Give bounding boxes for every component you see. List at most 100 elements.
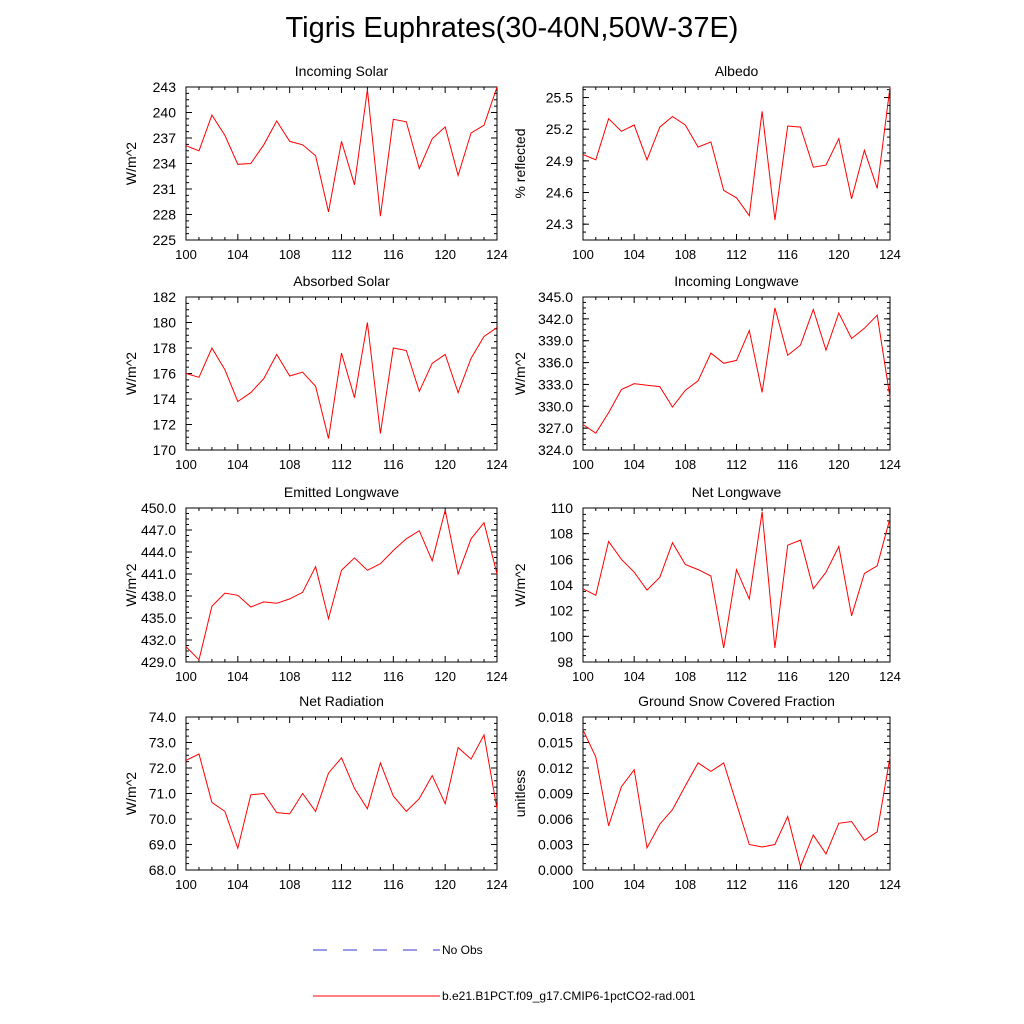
x-tick-label: 108: [279, 877, 301, 892]
y-axis-label: W/m^2: [123, 352, 139, 395]
x-tick-label: 120: [828, 669, 850, 684]
x-tick-label: 108: [674, 877, 696, 892]
y-tick-label: 330.0: [538, 398, 573, 414]
y-tick-label: 72.0: [149, 760, 176, 776]
y-tick-label: 447.0: [141, 522, 176, 538]
x-tick-label: 108: [674, 457, 696, 472]
y-tick-label: 438.0: [141, 588, 176, 604]
chart-panel: 100 104 108 112 116 120 124 0.000 0.003 0.006 0.00…: [512, 693, 901, 892]
y-tick-label: 450.0: [141, 500, 176, 516]
x-tick-label: 120: [434, 669, 456, 684]
y-tick-label: 327.0: [538, 420, 573, 436]
y-tick-label: 243: [153, 79, 177, 95]
chart-panel: 100 104 108 112 116 120 124 24.3 24.6 24.9 25.2 25.…: [512, 63, 901, 262]
x-tick-label: 120: [434, 247, 456, 262]
x-tick-label: 116: [777, 669, 798, 684]
y-tick-label: 110: [551, 500, 574, 516]
x-tick-label: 112: [726, 877, 747, 892]
y-tick-label: 73.0: [149, 735, 176, 751]
x-tick-label: 124: [879, 877, 901, 892]
x-tick-label: 124: [486, 877, 508, 892]
y-tick-label: 435.0: [141, 610, 176, 626]
chart-panel: 100 104 108 112 116 120 124 225 228 231 234 237 240 2…: [123, 63, 508, 262]
y-tick-label: 432.0: [141, 632, 176, 648]
x-tick-label: 108: [279, 247, 301, 262]
x-tick-label: 112: [331, 877, 352, 892]
y-tick-label: 231: [153, 181, 177, 197]
y-axis-label: % reflected: [512, 128, 528, 198]
y-tick-label: 104: [550, 577, 574, 593]
y-axis-label: W/m^2: [512, 352, 528, 395]
x-tick-label: 124: [879, 457, 901, 472]
y-axis-label: W/m^2: [123, 142, 139, 185]
x-tick-label: 112: [331, 669, 352, 684]
y-tick-label: 324.0: [538, 442, 573, 458]
plot-frame: [582, 507, 891, 663]
plot-frame: [185, 507, 498, 663]
x-tick-label: 104: [227, 669, 249, 684]
x-tick-label: 104: [623, 877, 645, 892]
x-tick-label: 120: [828, 247, 850, 262]
y-tick-label: 68.0: [149, 862, 176, 878]
y-tick-label: 25.2: [546, 121, 573, 137]
x-tick-label: 116: [383, 247, 404, 262]
x-tick-label: 116: [383, 877, 404, 892]
x-tick-label: 116: [777, 877, 798, 892]
x-tick-label: 108: [674, 669, 696, 684]
y-tick-label: 345.0: [538, 289, 573, 305]
series-line: [185, 322, 498, 439]
y-tick-label: 0.015: [538, 735, 573, 751]
y-tick-label: 0.018: [538, 709, 573, 725]
panel-title: Net Longwave: [692, 484, 782, 500]
panel-title: Net Radiation: [299, 693, 384, 709]
chart-panel: 100 104 108 112 116 120 124 68.0 69.0 70.0 71.0 72.…: [123, 693, 508, 892]
x-tick-label: 100: [572, 669, 594, 684]
panel-title: Emitted Longwave: [284, 484, 399, 500]
y-axis-label: W/m^2: [512, 563, 528, 606]
y-tick-label: 228: [153, 207, 177, 223]
y-tick-label: 108: [550, 526, 574, 542]
chart-panel: 100 104 108 112 116 120 1249810010210410610811…: [512, 484, 901, 684]
series-line: [582, 307, 891, 434]
y-axis-label: W/m^2: [123, 563, 139, 606]
x-tick-label: 116: [383, 669, 404, 684]
panel-title: Ground Snow Covered Fraction: [638, 693, 835, 709]
y-tick-label: 106: [550, 551, 574, 567]
panel-title: Absorbed Solar: [293, 273, 390, 289]
x-tick-label: 112: [331, 247, 352, 262]
x-tick-label: 116: [777, 457, 798, 472]
x-tick-label: 104: [227, 247, 249, 262]
x-tick-label: 120: [434, 457, 456, 472]
y-tick-label: 333.0: [538, 376, 573, 392]
x-tick-label: 124: [879, 247, 901, 262]
plot-frame: [185, 296, 498, 451]
x-tick-label: 100: [175, 877, 197, 892]
series-line: [582, 86, 891, 221]
y-tick-label: 100: [550, 628, 574, 644]
y-tick-label: 176: [153, 366, 177, 382]
x-tick-label: 100: [175, 247, 197, 262]
y-tick-label: 74.0: [149, 709, 176, 725]
y-tick-label: 24.9: [546, 153, 573, 169]
x-tick-label: 116: [383, 457, 404, 472]
y-tick-label: 71.0: [149, 786, 176, 802]
x-tick-label: 104: [623, 247, 645, 262]
y-tick-label: 237: [153, 130, 177, 146]
series-line: [582, 729, 891, 869]
plot-frame: [582, 296, 891, 451]
x-tick-label: 124: [486, 247, 508, 262]
series-line: [582, 511, 891, 648]
y-tick-label: 172: [153, 417, 177, 433]
y-tick-label: 339.0: [538, 333, 573, 349]
x-tick-label: 104: [227, 877, 249, 892]
x-tick-label: 100: [572, 247, 594, 262]
y-tick-label: 444.0: [141, 544, 176, 560]
x-tick-label: 104: [227, 457, 249, 472]
y-tick-label: 24.3: [546, 216, 573, 232]
y-tick-label: 225: [153, 232, 177, 248]
series-line: [185, 86, 498, 217]
y-tick-label: 180: [153, 315, 177, 331]
chart-panel: 100 104 108 112 116 120 124 170 172 174 176 178 180 1…: [123, 273, 508, 472]
x-tick-label: 112: [726, 247, 747, 262]
